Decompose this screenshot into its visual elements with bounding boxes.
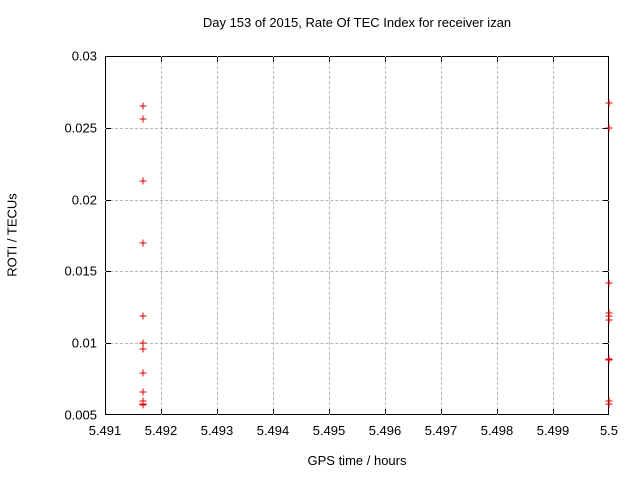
y-tick-label: 0.025 — [64, 120, 97, 136]
x-tick-mark-top — [553, 57, 554, 62]
x-tick-label: 5.491 — [88, 423, 122, 438]
y-tick-mark-right — [603, 271, 608, 273]
grid-line-vertical — [497, 56, 498, 415]
grid-line-vertical — [441, 56, 442, 415]
chart-title: Day 153 of 2015, Rate Of TEC Index for r… — [202, 15, 512, 30]
data-point-marker — [139, 345, 147, 353]
y-tick-label: 0.01 — [71, 335, 97, 351]
y-tick-mark-right — [603, 127, 608, 129]
data-point-marker — [139, 115, 147, 123]
y-axis-label: ROTI / TECUs — [4, 193, 20, 277]
data-point-marker — [605, 356, 613, 364]
data-point-marker — [605, 312, 613, 320]
grid-line-horizontal — [105, 199, 609, 201]
y-tick-mark-left — [106, 271, 111, 273]
x-tick-label: 5.496 — [368, 423, 402, 438]
y-tick-mark-right — [603, 199, 608, 201]
x-tick-mark-top — [385, 57, 386, 62]
y-tick-mark-left — [106, 127, 111, 129]
grid-line-horizontal — [105, 343, 609, 345]
data-point-marker — [139, 312, 147, 320]
x-tick-label: 5.5 — [599, 423, 619, 438]
data-point-marker — [139, 177, 147, 185]
x-axis-label: GPS time / hours — [307, 453, 407, 468]
y-tick-label: 0.02 — [71, 192, 97, 208]
x-tick-mark-top — [217, 57, 218, 62]
data-point-marker — [139, 388, 147, 396]
x-tick-mark-top — [497, 57, 498, 62]
x-tick-mark-bottom — [497, 409, 498, 414]
data-point-marker — [605, 99, 613, 107]
data-point-marker — [139, 401, 147, 409]
data-point-marker — [139, 102, 147, 110]
x-tick-label: 5.495 — [312, 423, 346, 438]
x-tick-label: 5.499 — [536, 423, 570, 438]
x-tick-mark-bottom — [385, 409, 386, 414]
data-point-marker — [605, 316, 613, 324]
data-point-marker — [139, 339, 147, 347]
data-point-marker — [139, 369, 147, 377]
x-tick-mark-top — [273, 57, 274, 62]
x-tick-label: 5.498 — [480, 423, 514, 438]
x-tick-mark-bottom — [441, 409, 442, 414]
x-tick-label: 5.492 — [144, 423, 178, 438]
grid-line-horizontal — [105, 127, 609, 129]
x-tick-mark-top — [161, 57, 162, 62]
x-tick-mark-bottom — [217, 409, 218, 414]
data-point-marker — [139, 239, 147, 247]
x-tick-mark-top — [329, 57, 330, 62]
y-tick-mark-left — [106, 199, 111, 201]
data-point-marker — [605, 124, 613, 132]
plot-area — [105, 56, 609, 415]
y-tick-label: 0.03 — [71, 48, 97, 64]
x-tick-label: 5.494 — [256, 423, 290, 438]
x-tick-label: 5.497 — [424, 423, 458, 438]
grid-line-vertical — [273, 56, 274, 415]
y-tick-label: 0.005 — [64, 407, 97, 423]
grid-line-vertical — [161, 56, 162, 415]
data-point-marker — [605, 279, 613, 287]
x-tick-mark-bottom — [329, 409, 330, 414]
x-tick-label: 5.493 — [200, 423, 234, 438]
x-tick-mark-top — [441, 57, 442, 62]
y-tick-label: 0.015 — [64, 263, 97, 279]
grid-line-vertical — [217, 56, 218, 415]
grid-line-vertical — [385, 56, 386, 415]
y-tick-mark-left — [106, 343, 111, 345]
data-point-marker — [605, 400, 613, 407]
y-tick-mark-right — [603, 343, 608, 345]
grid-line-vertical — [553, 56, 554, 415]
x-tick-mark-bottom — [161, 409, 162, 414]
x-tick-mark-bottom — [273, 409, 274, 414]
x-tick-mark-bottom — [553, 409, 554, 414]
grid-line-horizontal — [105, 271, 609, 273]
grid-line-vertical — [329, 56, 330, 415]
